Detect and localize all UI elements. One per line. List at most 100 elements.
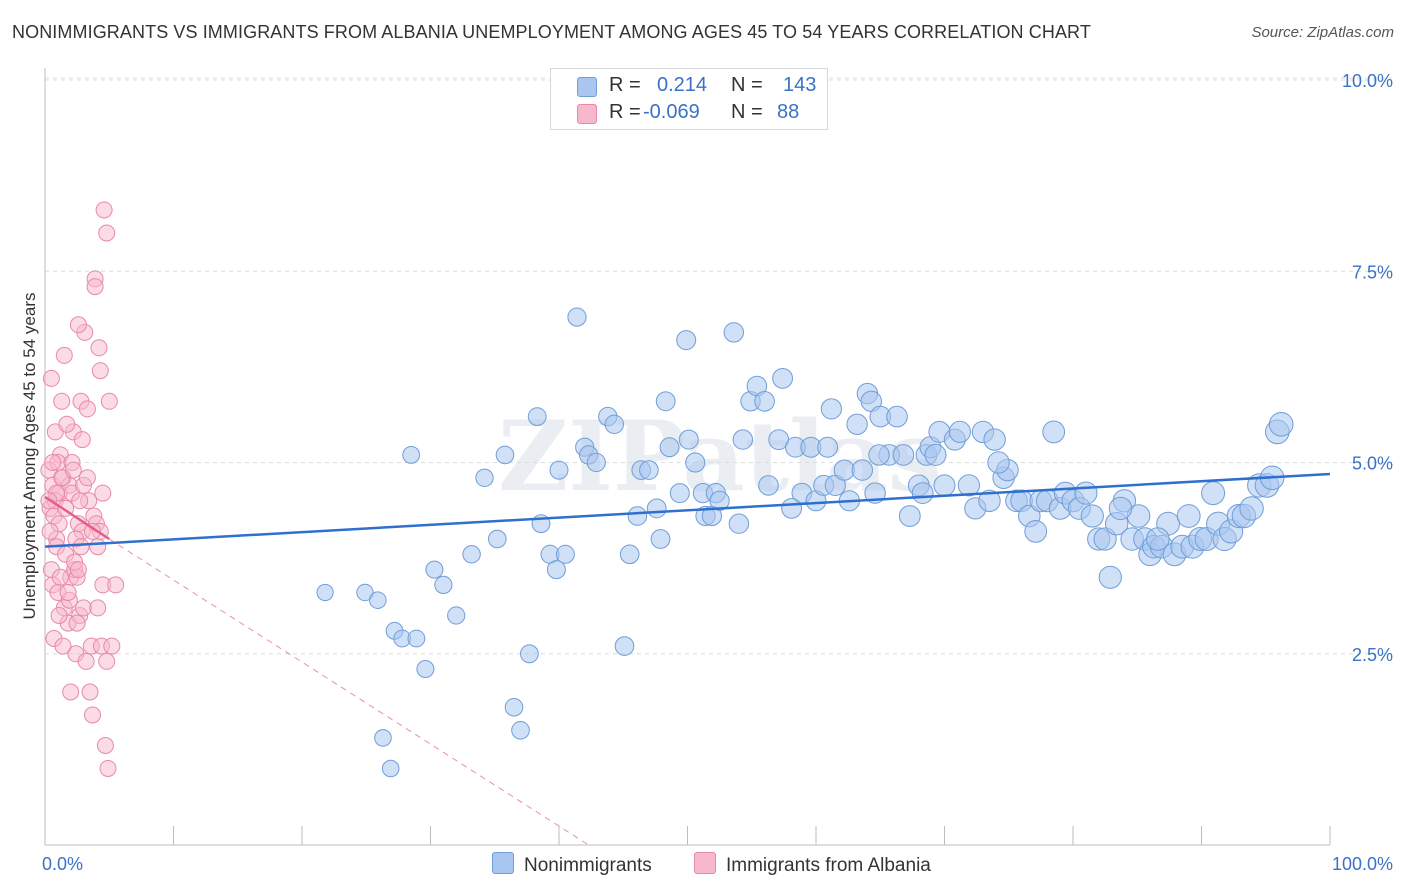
nonimmigrants-point (520, 644, 539, 664)
albania-point (89, 538, 107, 556)
nonimmigrants-point (1024, 520, 1048, 543)
nonimmigrants-point (614, 636, 635, 656)
nonimmigrants-point (732, 429, 753, 450)
nonimmigrants-point (1080, 504, 1104, 528)
albania-point (84, 522, 101, 540)
nonimmigrants-point (911, 482, 934, 505)
y-tick-label: 2.5% (1352, 645, 1393, 665)
nonimmigrants-swatch (577, 77, 597, 97)
series-legend: Nonimmigrants Immigrants from Albania (0, 852, 1406, 878)
nonimmigrants-point (425, 560, 444, 579)
albania-swatch (694, 852, 716, 874)
albania-point (96, 737, 114, 754)
nonimmigrants-point (709, 490, 730, 511)
nonimmigrants-point (1108, 496, 1133, 521)
y-tick-label: 7.5% (1352, 262, 1393, 282)
nonimmigrants-point (781, 498, 802, 519)
legend-label: Nonimmigrants (524, 855, 652, 876)
nonimmigrants-point (586, 452, 606, 473)
nonimmigrants-point (754, 391, 775, 412)
albania-swatch (577, 104, 597, 124)
albania-point (78, 400, 96, 418)
y-tick-label: 10.0% (1342, 71, 1393, 91)
r-value: -0.069 (643, 101, 700, 123)
n-label: N = (731, 101, 763, 123)
r-label: R = (609, 101, 641, 123)
albania-point (95, 201, 113, 219)
nonimmigrants-point (948, 420, 972, 443)
nonimmigrants-point (604, 414, 624, 434)
nonimmigrants-point (488, 529, 507, 549)
nonimmigrants-point (650, 529, 671, 549)
tick-labels: 2.5% 5.0% 7.5% 10.0% 0.0% 100.0% (42, 71, 1393, 874)
albania-point (44, 454, 62, 471)
albania-point (55, 346, 73, 364)
nonimmigrants-point (728, 513, 750, 534)
nonimmigrants-point (868, 444, 890, 466)
nonimmigrants-point (639, 460, 659, 480)
nonimmigrants-point (549, 460, 569, 480)
legend-row-albania: R = -0.069 N = 88 (551, 101, 827, 127)
nonimmigrants-swatch (492, 852, 514, 874)
albania-point (50, 607, 68, 624)
nonimmigrants-point (1074, 481, 1098, 505)
nonimmigrants-point (619, 544, 640, 565)
nonimmigrants-point (817, 436, 839, 458)
nonimmigrants-point (820, 398, 843, 420)
nonimmigrants-point (495, 445, 515, 465)
nonimmigrants-point (983, 428, 1006, 451)
albania-point (59, 584, 77, 601)
nonimmigrants-point (356, 583, 374, 602)
nonimmigrants-point (924, 443, 947, 466)
albania-point (86, 278, 104, 296)
nonimmigrants-point (772, 368, 793, 389)
albania-point (81, 683, 99, 701)
nonimmigrants-point (627, 506, 648, 526)
albania-point (99, 760, 117, 777)
source-label: Source: ZipAtlas.com (1251, 24, 1394, 41)
albania-point (71, 492, 89, 510)
nonimmigrants-point (833, 459, 855, 481)
albania-trend-line (44, 495, 110, 541)
nonimmigrants-trend-line (44, 472, 1331, 548)
legend-label: Immigrants from Albania (726, 855, 931, 876)
nonimmigrants-point (527, 407, 547, 427)
albania-point (98, 224, 116, 242)
albania-point (72, 538, 90, 556)
nonimmigrants-point (646, 498, 667, 519)
albania-point (91, 362, 109, 380)
albania-point (94, 484, 112, 502)
nonimmigrants-point (462, 545, 481, 564)
nonimmigrants-point (1201, 481, 1226, 506)
nonimmigrants-point (898, 505, 921, 527)
nonimmigrants-point (678, 429, 699, 450)
nonimmigrants-point (723, 322, 744, 343)
albania-point (68, 614, 86, 632)
nonimmigrants-point (685, 452, 706, 473)
nonimmigrants-point (1042, 420, 1066, 444)
albania-point (100, 392, 118, 410)
nonimmigrants-point (504, 698, 524, 717)
nonimmigrants-point (402, 446, 421, 464)
albania-point (77, 652, 95, 670)
albania-point (69, 561, 87, 579)
albania-point (103, 637, 121, 655)
nonimmigrants-point (851, 459, 873, 481)
albania-point (54, 637, 72, 655)
nonimmigrants-point (846, 413, 868, 435)
y-tick-label: 5.0% (1352, 454, 1393, 474)
nonimmigrants-point (978, 489, 1001, 512)
albania-point (64, 461, 82, 479)
nonimmigrants-point (957, 474, 981, 497)
albania-point (78, 469, 96, 487)
nonimmigrants-point (416, 660, 435, 678)
nonimmigrants-point (1268, 412, 1294, 437)
nonimmigrants-point (659, 437, 680, 458)
n-label: N = (731, 74, 763, 96)
nonimmigrants-point (567, 307, 587, 327)
nonimmigrants-point (1098, 565, 1122, 589)
n-value: 88 (777, 101, 800, 123)
albania-point (75, 599, 92, 617)
legend-item-nonimmigrants: Nonimmigrants (492, 852, 652, 877)
nonimmigrants-point (546, 560, 566, 580)
